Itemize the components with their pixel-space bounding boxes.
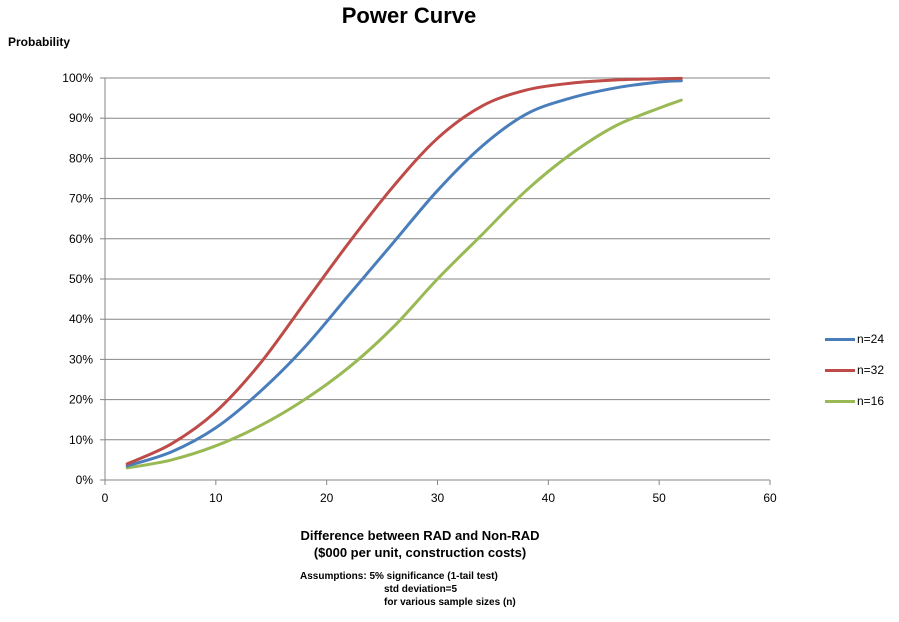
assumption-line-2: std deviation=5 [384,584,458,595]
series-line-n-24 [125,79,683,468]
y-axis-label: Probability [8,35,71,49]
x-tick-label: 50 [652,491,666,505]
legend-item: n=16 [825,393,884,409]
assumptions-note: Assumptions: 5% significance (1-tail tes… [300,570,516,609]
x-tick-label: 30 [431,491,445,505]
x-axis-label-line-2: ($000 per unit, construction costs) [313,545,527,560]
legend-label: n=32 [857,363,885,377]
y-tick-label: 100% [62,71,93,85]
y-tick-label: 0% [76,473,94,487]
x-axis-label: Difference between RAD and Non-RAD ($000… [255,527,585,561]
assumption-line-1: Assumptions: 5% significance (1-tail tes… [300,571,498,582]
x-tick-label: 0 [102,491,109,505]
y-tick-label: 20% [69,393,93,407]
y-tick-label: 40% [69,312,93,326]
x-tick-label: 10 [209,491,223,505]
x-axis-label-line-1: Difference between RAD and Non-RAD [300,528,540,543]
y-tick-label: 10% [69,433,93,447]
legend: n=24 n=32 n=16 [825,331,884,424]
assumption-line-3: for various sample sizes (n) [384,597,516,608]
y-tick-label: 70% [69,192,93,206]
chart-title: Power Curve [341,3,477,28]
x-tick-label: 20 [320,491,334,505]
legend-item: n=24 [825,331,884,347]
legend-swatch [825,368,855,372]
y-tick-label: 30% [69,352,93,366]
legend-label: n=16 [857,394,885,408]
x-tick-label: 60 [763,491,777,505]
legend-swatch [825,337,855,341]
y-tick-label: 50% [69,272,93,286]
y-tick-label: 90% [69,111,93,125]
series-line-n-32 [125,76,683,466]
legend-item: n=32 [825,362,884,378]
y-tick-label: 60% [69,232,93,246]
x-tick-label: 40 [542,491,556,505]
legend-label: n=24 [857,332,885,346]
legend-swatch [825,399,855,403]
y-tick-label: 80% [69,151,93,165]
series-line-n-16 [125,98,683,470]
